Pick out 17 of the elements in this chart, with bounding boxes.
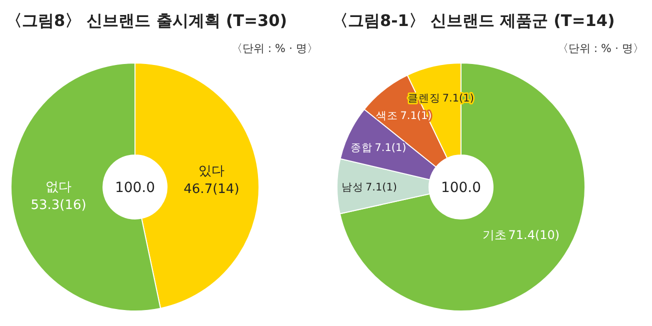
slice-label: 남성 bbox=[341, 181, 364, 194]
text: 100.0 bbox=[440, 180, 482, 196]
chart-title: 〈그림8〉 신브랜드 출시계획 (T=30) bbox=[6, 11, 288, 30]
slice-label: 종합 bbox=[350, 142, 373, 154]
slice-label: 색조 bbox=[376, 110, 398, 122]
text: 100.0 bbox=[114, 180, 156, 196]
data-label: 53.3(16) bbox=[30, 198, 86, 213]
slice-label: 있다 bbox=[198, 164, 224, 180]
chart-subtitle: 〈단위 : % · 명〉 bbox=[557, 42, 644, 55]
chart-subtitle: 〈단위 : % · 명〉 bbox=[231, 42, 318, 55]
chart-title: 〈그림8-1〉 신브랜드 제품군 (T=14) bbox=[332, 11, 615, 30]
data-label: 7.1(1) bbox=[374, 142, 406, 154]
data-label: 46.7(14) bbox=[184, 182, 240, 198]
data-label: 7.1(1) bbox=[365, 181, 398, 194]
data-label: 71.4(10) bbox=[508, 228, 560, 242]
slice-label: 없다 bbox=[46, 180, 72, 195]
slice-label: 기초 bbox=[482, 228, 506, 242]
